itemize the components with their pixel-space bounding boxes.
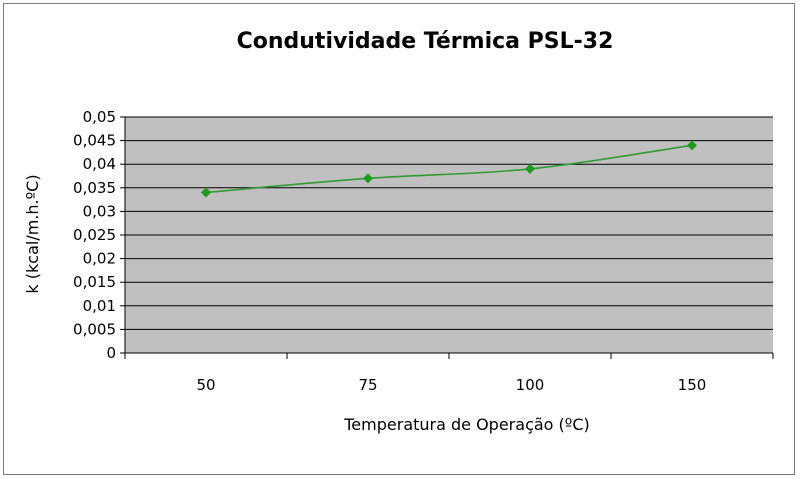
y-tick-label: 0,045 [73,132,116,150]
x-tick-label: 100 [516,376,545,394]
series-line [205,144,693,194]
x-tick-label: 50 [196,376,215,394]
y-tick-label: 0,05 [83,108,116,126]
y-tick-label: 0,02 [83,250,116,268]
x-axis-label: Temperatura de Operação (ºC) [343,415,589,434]
y-tick-label: 0,025 [73,226,116,244]
x-axis-ticks: 50 75 100 150 [124,353,774,394]
data-point-marker [201,187,211,198]
data-point-marker [687,140,697,151]
y-axis-label: k (kcal/m.h.ºC) [23,174,42,293]
axes [124,117,773,354]
y-tick-label: 0,005 [73,320,116,338]
series-group [201,140,697,198]
data-point-marker [525,163,535,174]
gridlines [125,116,773,330]
x-tick-label: 150 [678,376,707,394]
y-tick-label: 0,01 [83,297,116,315]
x-tick-label: 75 [358,376,377,394]
y-tick-label: 0,04 [83,155,116,173]
y-tick-label: 0,03 [83,202,116,220]
y-tick-label: 0,035 [73,179,116,197]
y-axis-ticks: 0 0,005 0,01 0,015 0,02 0,025 0,03 0,035 0,04 0,0… [73,108,125,362]
y-tick-label: 0,015 [73,273,116,291]
chart-title: Condutividade Térmica PSL-32 [237,29,614,54]
y-tick-label: 0 [106,344,116,362]
data-point-marker [363,173,373,184]
